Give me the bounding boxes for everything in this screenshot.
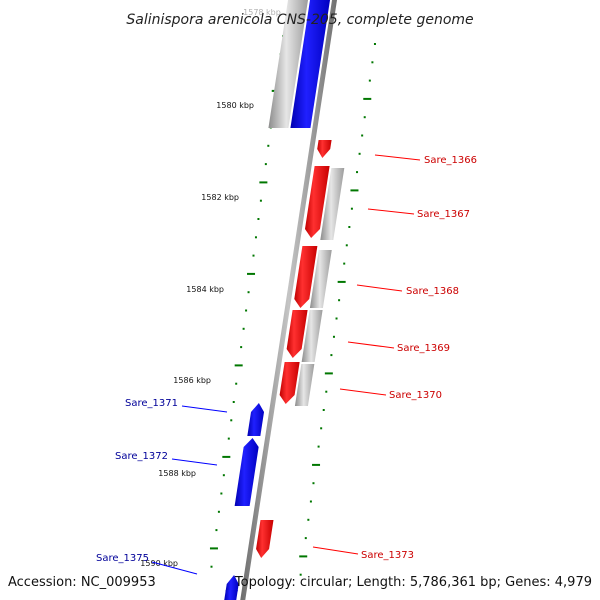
gene-arrow-forward bbox=[286, 310, 308, 358]
feature-blocks bbox=[224, 0, 345, 600]
gene-label-reverse: Sare_1372 bbox=[115, 451, 168, 462]
label-leader-line bbox=[312, 546, 359, 555]
label-leader-line bbox=[367, 208, 415, 215]
tick-marks bbox=[209, 35, 376, 576]
kbp-label: 1584 kbp bbox=[186, 285, 224, 294]
gene-label-reverse: Sare_1375 bbox=[96, 553, 149, 564]
kbp-label: 1588 kbp bbox=[158, 469, 196, 478]
gene-label-forward: Sare_1368 bbox=[406, 286, 459, 297]
cds-block bbox=[294, 364, 315, 406]
feature-labels: 1580 kbp 1582 kbp 1584 kbp 1586 kbp 1588 kbp… bbox=[96, 101, 477, 575]
backbone-line bbox=[240, 0, 337, 600]
accession-text: Accession: NC_009953 bbox=[8, 575, 156, 590]
label-leader-line bbox=[151, 561, 198, 575]
gene-arrow-forward bbox=[279, 362, 300, 404]
gene-label-forward: Sare_1366 bbox=[424, 155, 477, 166]
kbp-label: 1586 kbp bbox=[173, 376, 211, 385]
genome-backbone bbox=[240, 0, 337, 600]
kbp-label-partial: 1578 kbp bbox=[243, 8, 281, 17]
gene-label-reverse: Sare_1371 bbox=[125, 398, 178, 409]
gene-label-forward: Sare_1367 bbox=[417, 209, 470, 220]
gene-label-forward: Sare_1369 bbox=[397, 343, 450, 354]
gene-arrow-reverse bbox=[234, 438, 259, 506]
label-leader-line bbox=[181, 405, 228, 413]
map-title: Salinispora arenicola CNS-205, complete … bbox=[126, 12, 473, 28]
label-leader-line bbox=[356, 284, 403, 292]
gene-label-forward: Sare_1370 bbox=[389, 390, 442, 401]
cds-block bbox=[309, 250, 332, 308]
gene-arrow-forward bbox=[294, 246, 318, 308]
label-leader-line bbox=[339, 388, 387, 396]
gene-arrow-reverse bbox=[225, 575, 239, 592]
gene-block-reverse bbox=[290, 0, 330, 128]
label-leader-line bbox=[347, 341, 395, 349]
cds-block bbox=[268, 0, 308, 128]
gene-block-reverse bbox=[224, 590, 238, 600]
kbp-label: 1580 kbp bbox=[216, 101, 254, 110]
label-leader-line bbox=[171, 458, 218, 466]
cds-block bbox=[320, 168, 345, 240]
topology-text: Topology: circular; Length: 5,786,361 bp… bbox=[234, 575, 592, 590]
gene-arrow-reverse bbox=[247, 403, 265, 436]
cds-block bbox=[301, 310, 323, 362]
kbp-label: 1582 kbp bbox=[201, 193, 239, 202]
label-leader-line bbox=[374, 154, 421, 161]
gene-arrow-forward bbox=[317, 140, 332, 158]
gene-label-forward: Sare_1373 bbox=[361, 550, 414, 561]
gene-arrow-forward bbox=[256, 520, 274, 558]
gene-arrow-forward bbox=[304, 166, 330, 238]
